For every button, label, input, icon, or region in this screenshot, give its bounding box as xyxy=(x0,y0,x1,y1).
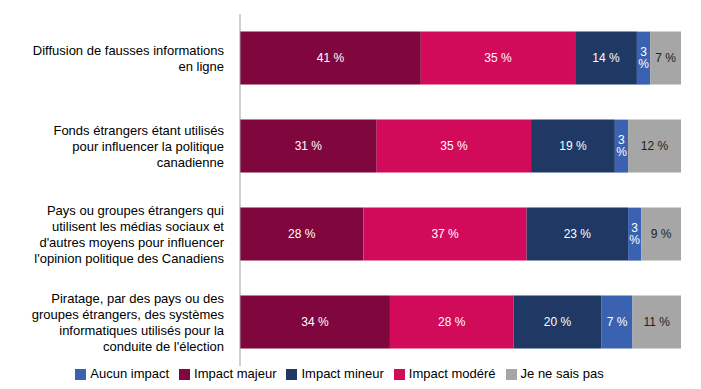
svg-text:14 %: 14 % xyxy=(592,51,620,65)
svg-text:7 %: 7 % xyxy=(607,315,628,329)
svg-text:41 %: 41 % xyxy=(317,51,345,65)
svg-text:7 %: 7 % xyxy=(655,51,676,65)
svg-text:3%: 3% xyxy=(638,45,649,71)
svg-text:Pays ou groupes étrangers quiu: Pays ou groupes étrangers quiutilisent l… xyxy=(34,203,224,266)
html-text:Aucun impact: Aucun impact xyxy=(90,366,170,381)
svg-text:28 %: 28 % xyxy=(288,227,316,241)
html-text:Impact majeur: Impact majeur xyxy=(194,366,277,381)
svg-text:34 %: 34 % xyxy=(301,315,329,329)
svg-text:35 %: 35 % xyxy=(484,51,512,65)
svg-text:23 %: 23 % xyxy=(564,227,592,241)
svg-text:31 %: 31 % xyxy=(295,139,323,153)
svg-text:Piratage, par des pays ou desg: Piratage, par des pays ou desgroupes étr… xyxy=(32,291,225,354)
html-text:Impact modéré: Impact modéré xyxy=(408,366,496,381)
svg-text:3%: 3% xyxy=(616,133,627,159)
svg-text:Fonds étrangers étant utilisés: Fonds étrangers étant utiliséspour influ… xyxy=(53,123,224,170)
svg-text:12 %: 12 % xyxy=(641,139,669,153)
svg-text:Diffusion de fausses informati: Diffusion de fausses informationsen lign… xyxy=(33,43,225,74)
svg-text:28 %: 28 % xyxy=(438,315,466,329)
svg-text:35 %: 35 % xyxy=(440,139,468,153)
svg-text:37 %: 37 % xyxy=(431,227,459,241)
svg-text:9 %: 9 % xyxy=(651,227,672,241)
svg-text:3%: 3% xyxy=(629,221,640,247)
svg-text:11 %: 11 % xyxy=(644,315,671,329)
html-text:Je ne sais pas: Je ne sais pas xyxy=(520,366,604,381)
html-text:Impact mineur: Impact mineur xyxy=(301,366,384,381)
svg-text:19 %: 19 % xyxy=(559,139,587,153)
svg-text:20 %: 20 % xyxy=(544,315,572,329)
